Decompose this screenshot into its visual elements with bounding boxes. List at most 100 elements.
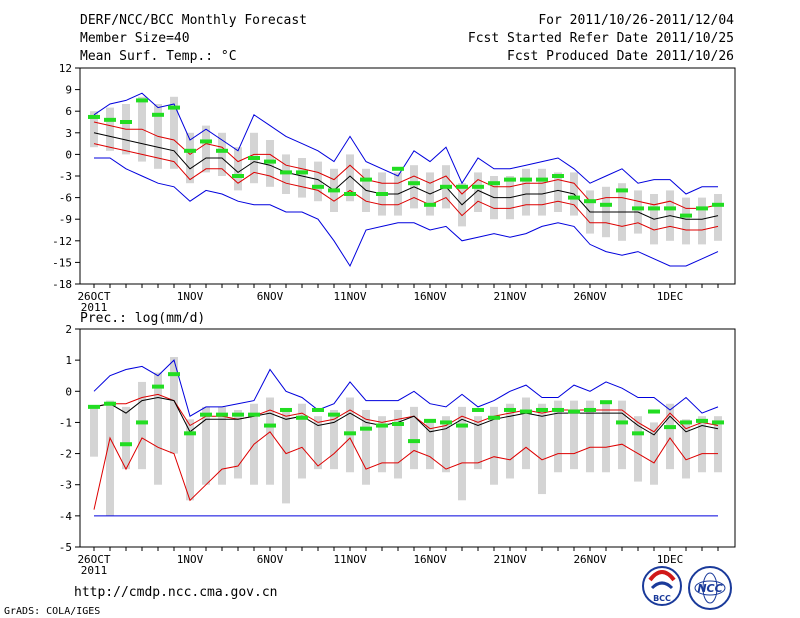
prec-lower-quartile-line <box>93 431 718 510</box>
temp-y-tick-label: 9 <box>65 84 72 97</box>
forecast-period: For 2011/10/26-2011/12/04 <box>538 13 734 28</box>
prec-observed-marker <box>648 409 660 414</box>
temp-observed-marker <box>200 139 212 144</box>
prec-x-year-label: 2011 <box>81 564 108 577</box>
prec-spread-box <box>506 403 514 479</box>
temp-observed-marker <box>520 177 532 182</box>
precip-variable-label: Prec.: log(mm/d) <box>80 311 205 326</box>
bcc-logo-text: BCC <box>653 594 671 603</box>
temp-observed-marker <box>312 184 324 189</box>
temp-spread-box <box>698 197 706 245</box>
precipitation-panel: 2 1 0 -1 -2 -3 -4 -5 26OCT 1NOV 6NOV 11NOV 16NOV 21N… <box>59 323 736 577</box>
prec-y-tick-label: -4 <box>59 510 73 523</box>
temp-x-tick-label: 21NOV <box>493 290 526 303</box>
temp-observed-marker <box>680 213 692 218</box>
temp-x-tick-label: 26NOV <box>573 290 606 303</box>
prec-spread-box <box>474 416 482 470</box>
temp-observed-marker <box>280 170 292 175</box>
prec-x-tick-label: 16NOV <box>413 553 446 566</box>
temp-spread-box <box>106 107 114 151</box>
prec-observed-marker <box>360 426 372 431</box>
temperature-observed <box>88 98 724 218</box>
prec-max-line <box>93 359 719 417</box>
temp-observed-marker <box>648 206 660 211</box>
prec-spread-box <box>266 397 274 485</box>
prec-observed-marker <box>88 404 100 409</box>
prec-spread-box <box>154 372 162 485</box>
ncc-logo: NCC <box>688 566 732 610</box>
prec-spread-box <box>586 400 594 473</box>
prec-spread-box <box>442 416 450 473</box>
source-url[interactable]: http://cmdp.ncc.cma.gov.cn <box>74 585 278 600</box>
temp-observed-marker <box>472 184 484 189</box>
prec-spread-box <box>490 406 498 485</box>
prec-spread-box <box>298 403 306 479</box>
prec-observed-marker <box>456 423 468 428</box>
prec-mean-line <box>93 396 719 436</box>
temp-observed-marker <box>344 192 356 196</box>
temp-y-tick-label: -6 <box>59 192 72 205</box>
temp-x-tick-label: 6NOV <box>257 290 284 303</box>
prec-spread-box <box>666 403 674 470</box>
member-size: Member Size=40 <box>80 31 190 46</box>
temp-observed-marker <box>328 188 340 193</box>
temp-x-year-label: 2011 <box>81 301 108 314</box>
temp-observed-marker <box>568 195 580 200</box>
temp-y-tick-label: 12 <box>59 62 72 75</box>
temp-observed-marker <box>168 105 180 110</box>
temp-observed-marker <box>632 206 644 211</box>
temp-lower-quartile-line <box>93 143 719 231</box>
prec-spread-box <box>602 400 610 473</box>
prec-observed-marker <box>472 407 484 412</box>
prec-spread-box <box>618 400 626 470</box>
temp-x-tick-label: 1NOV <box>177 290 204 303</box>
precipitation-x-axis: 26OCT 1NOV 6NOV 11NOV 16NOV 21NOV 26NOV 1DEC 201… <box>77 547 719 577</box>
prec-spread-box <box>314 416 322 470</box>
prec-observed-marker <box>376 423 388 428</box>
temp-observed-marker <box>696 206 708 211</box>
temp-observed-marker <box>216 148 228 153</box>
prec-observed-marker <box>680 420 692 425</box>
prec-x-tick-label: 21NOV <box>493 553 526 566</box>
temp-y-tick-label: -9 <box>59 213 72 226</box>
prec-observed-marker <box>152 384 164 389</box>
temp-y-tick-label: -3 <box>59 170 72 183</box>
prec-observed-marker <box>488 415 500 420</box>
temp-observed-marker <box>136 98 148 103</box>
temp-spread-box <box>538 168 546 216</box>
prec-observed-marker <box>552 407 564 412</box>
temp-y-tick-label: 0 <box>65 148 72 161</box>
prec-observed-marker <box>440 420 452 425</box>
temp-observed-marker <box>552 174 564 178</box>
temp-spread-box <box>186 132 194 184</box>
temp-spread-box <box>202 125 210 173</box>
temp-observed-marker <box>296 170 308 175</box>
prec-observed-marker <box>584 407 596 412</box>
precipitation-lines <box>93 359 719 517</box>
prec-y-tick-label: 2 <box>65 323 72 336</box>
prec-x-tick-label: 1NOV <box>177 553 204 566</box>
temp-y-tick-label: -15 <box>52 256 72 269</box>
temp-observed-marker <box>488 181 500 186</box>
prec-spread-box <box>106 400 114 516</box>
chart-title: DERF/NCC/BCC Monthly Forecast <box>80 13 307 28</box>
prec-observed-marker <box>168 372 180 377</box>
prec-spread-box <box>570 400 578 470</box>
prec-observed-marker <box>200 412 212 417</box>
prec-y-tick-label: -2 <box>59 448 72 461</box>
prec-observed-marker <box>232 412 244 417</box>
precipitation-boxes <box>90 357 722 516</box>
temp-observed-marker <box>88 114 100 119</box>
prec-spread-box <box>234 409 242 479</box>
prec-y-tick-label: -5 <box>59 541 72 554</box>
prec-observed-marker <box>344 431 356 436</box>
temperature-lines <box>93 92 719 268</box>
temp-observed-marker <box>440 184 452 189</box>
prec-observed-marker <box>312 407 324 412</box>
prec-upper-quartile-line <box>93 393 719 433</box>
prec-observed-marker <box>280 407 292 412</box>
prec-observed-marker <box>504 407 516 412</box>
temp-spread-box <box>682 197 690 245</box>
prec-spread-box <box>650 422 658 485</box>
